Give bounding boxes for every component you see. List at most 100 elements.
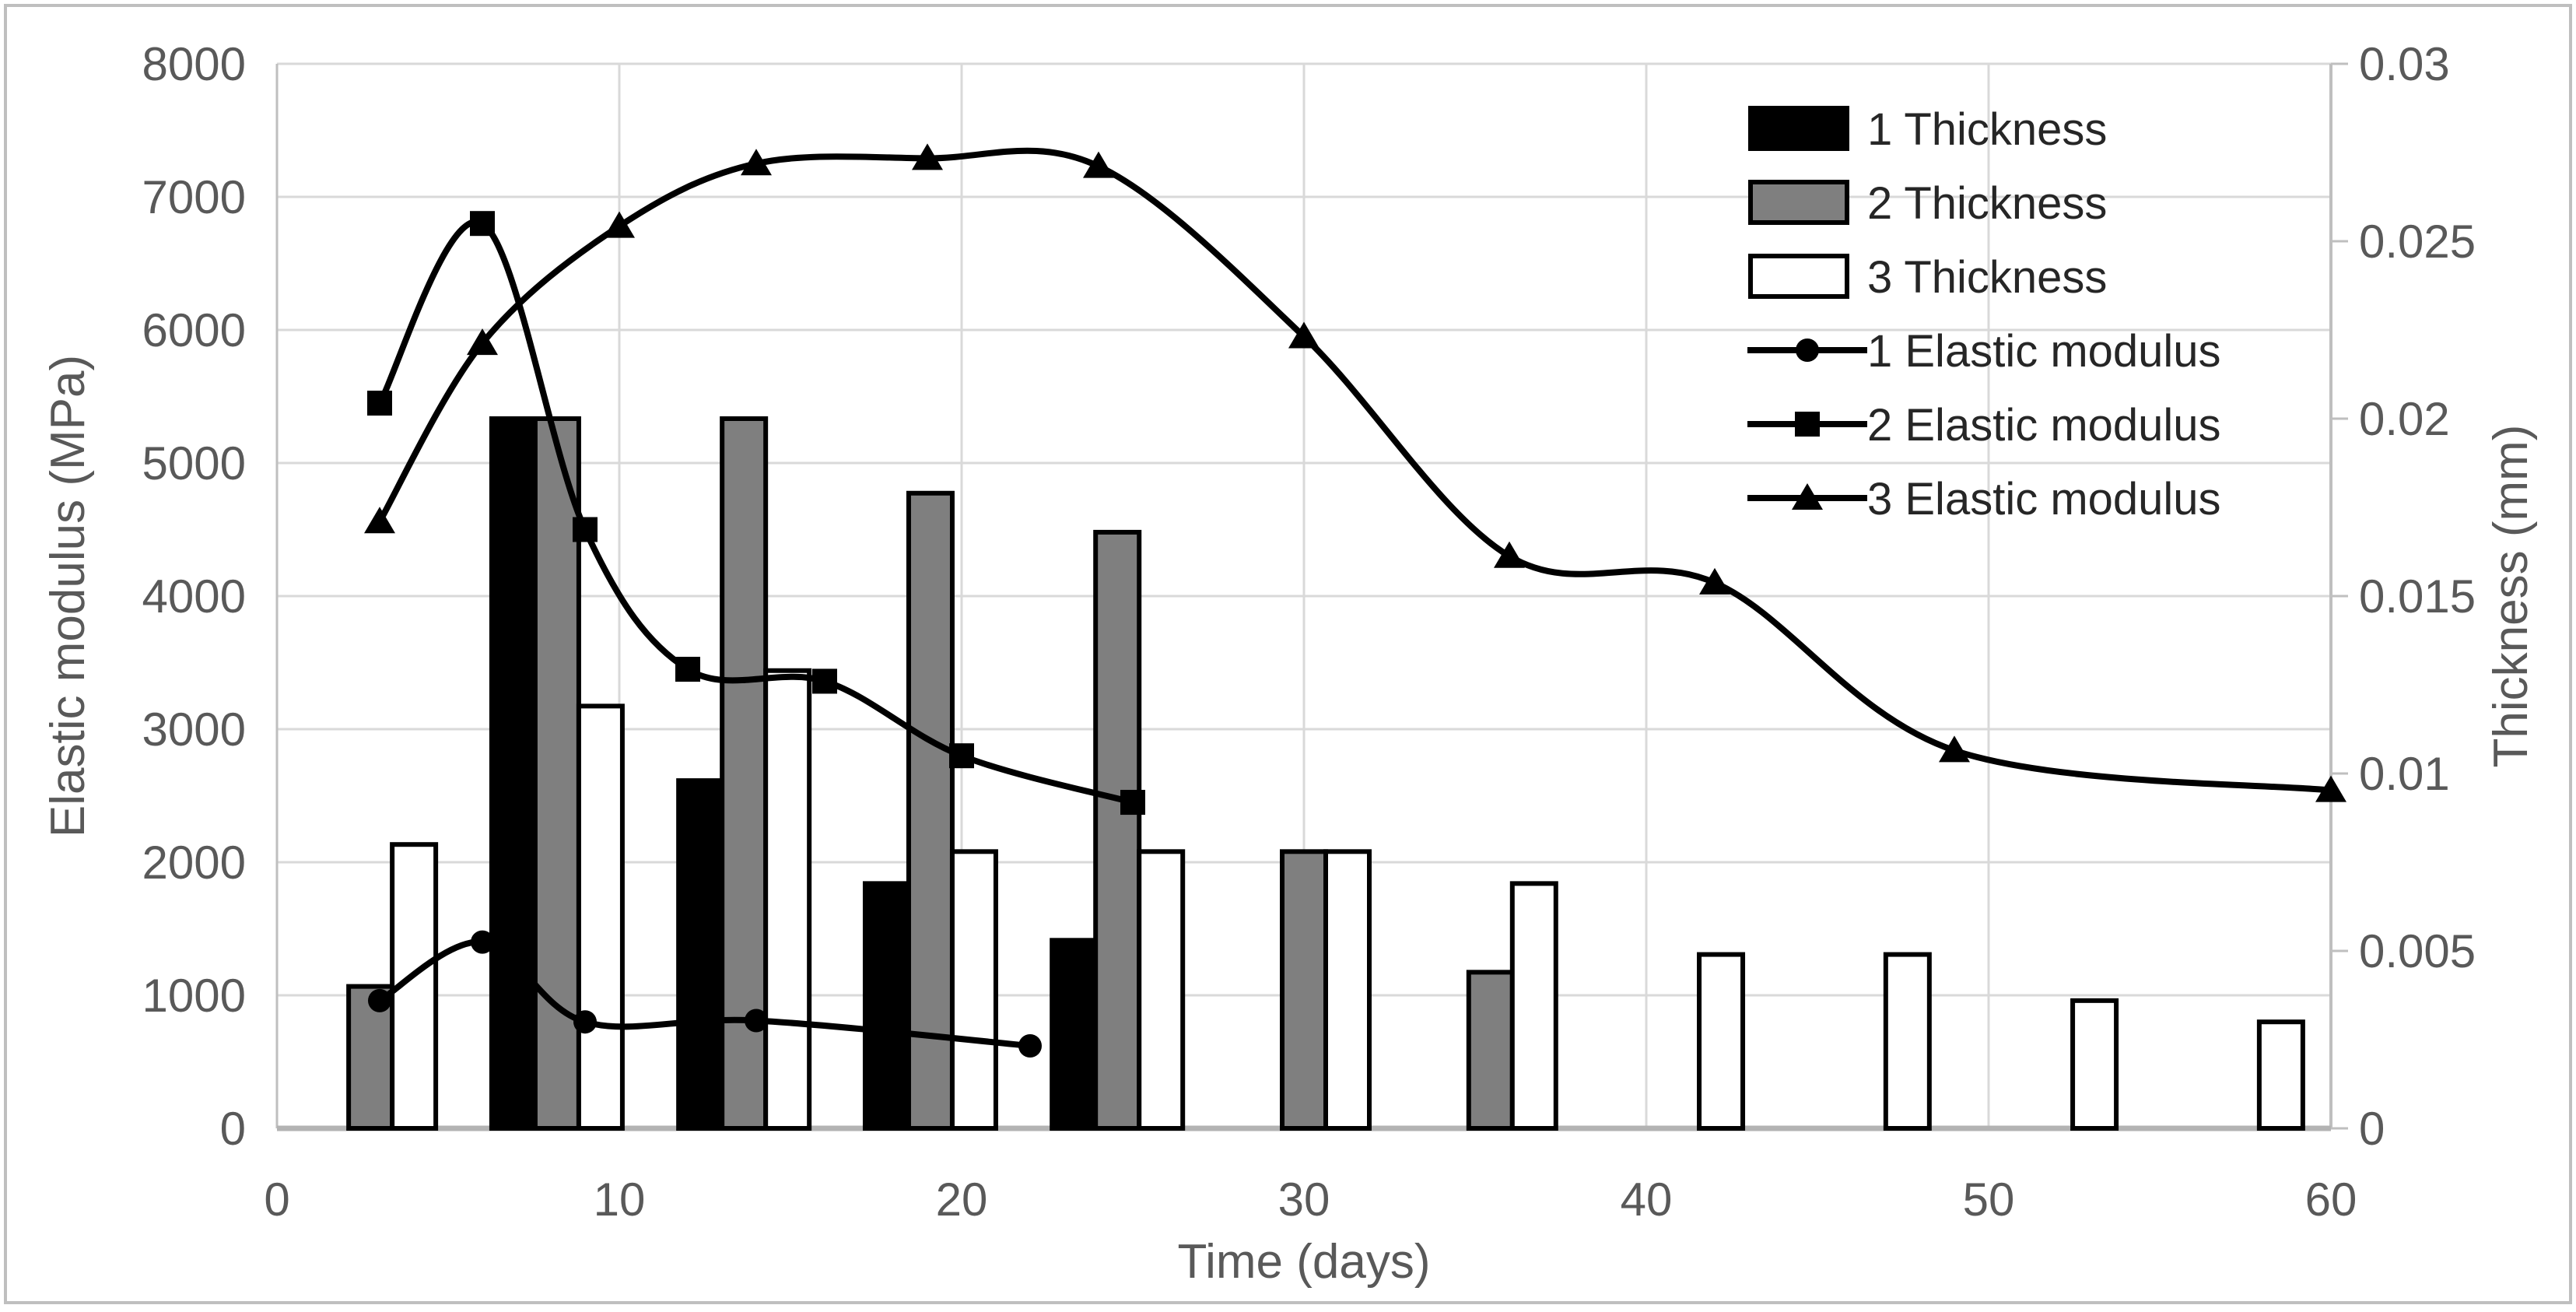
triangle-marker [1288, 321, 1320, 349]
square-marker [573, 517, 598, 542]
triangle-marker [1083, 151, 1114, 178]
circle-marker [745, 1009, 768, 1033]
y-left-axis-title: Elastic modulus (MPa) [41, 355, 95, 837]
bar [1697, 952, 1746, 1131]
circle-marker [368, 988, 391, 1012]
triangle-marker [1699, 567, 1730, 595]
x-tick-label: 0 [264, 1173, 289, 1226]
series-line [377, 147, 2332, 794]
bar [1050, 938, 1099, 1131]
x-tick-label: 20 [936, 1173, 988, 1226]
axis-titles: Elastic modulus (MPa) Thickness (mm) Time … [41, 355, 2538, 1289]
x-tick-label: 10 [594, 1173, 646, 1226]
legend-label: 2 Thickness [1867, 178, 2107, 229]
tick-labels: 0 1000 2000 3000 4000 5000 6000 7000 8000 0 0.005 0… [142, 38, 2476, 1226]
legend-item-2-elastic-modulus: 2 Elastic modulus [1747, 400, 2221, 451]
y-right-tick-label: 0.005 [2359, 925, 2476, 977]
legend-label: 3 Elastic modulus [1867, 474, 2221, 524]
triangle-marker [1494, 541, 1525, 568]
bar [949, 849, 998, 1131]
y-left-tick-label: 1000 [142, 970, 246, 1022]
legend-label: 3 Thickness [1867, 252, 2107, 303]
triangle-marker [467, 328, 498, 356]
y-right-tick-label: 0.025 [2359, 216, 2476, 268]
triangle-marker [364, 507, 395, 534]
bar [676, 778, 725, 1131]
y-right-tick-label: 0.015 [2359, 570, 2476, 623]
circle-marker [573, 1010, 597, 1034]
square-marker [367, 391, 392, 416]
x-tick-label: 40 [1621, 1173, 1673, 1226]
bar [763, 668, 812, 1131]
bar [906, 490, 955, 1131]
square-marker [1120, 790, 1145, 816]
y-left-tick-label: 6000 [142, 304, 246, 356]
line-series-1-elastic-modulus [368, 930, 1042, 1058]
triangle-marker [741, 149, 772, 176]
y-left-tick-label: 7000 [142, 171, 246, 223]
bar-series-3-thickness [390, 668, 2305, 1131]
triangle-marker [1939, 735, 1970, 763]
legend-item-1-elastic-modulus: 1 Elastic modulus [1747, 326, 2221, 377]
y-left-tick-label: 3000 [142, 703, 246, 756]
legend: 1 Thickness 2 Thickness 3 Thickness 1 Elast… [1747, 104, 2221, 524]
y-left-tick-label: 2000 [142, 837, 246, 889]
legend-bar-swatch [1748, 106, 1849, 151]
bar [1509, 881, 1558, 1131]
legend-label: 2 Elastic modulus [1867, 400, 2221, 451]
legend-item-3-elastic-modulus: 3 Elastic modulus [1747, 474, 2221, 524]
legend-item-3-thickness: 3 Thickness [1748, 252, 2107, 303]
x-tick-label: 30 [1278, 1173, 1330, 1226]
square-marker [1795, 412, 1820, 437]
line-series-2-elastic-modulus [367, 211, 1145, 816]
square-marker [812, 668, 837, 694]
legend-item-2-thickness: 2 Thickness [1748, 178, 2107, 229]
y-left-tick-label: 8000 [142, 38, 246, 90]
y-right-tick-label: 0.03 [2359, 38, 2450, 90]
triangle-marker [1792, 483, 1823, 510]
y-right-axis-title: Thickness (mm) [2484, 425, 2538, 768]
bar [2070, 998, 2119, 1131]
square-marker [949, 743, 974, 769]
bar [1137, 849, 1186, 1131]
bar [2256, 1019, 2305, 1131]
triangle-marker [912, 143, 943, 170]
bar [1280, 849, 1328, 1131]
triangle-marker [604, 211, 635, 238]
square-marker [470, 211, 495, 237]
x-tick-label: 60 [2305, 1173, 2357, 1226]
x-axis-title: Time (days) [1178, 1235, 1431, 1289]
circle-marker [1018, 1033, 1042, 1058]
bar [532, 416, 581, 1131]
y-left-tick-label: 5000 [142, 437, 246, 489]
triangle-marker [2315, 775, 2346, 802]
square-marker [675, 657, 700, 682]
legend-label: 1 Thickness [1867, 104, 2107, 155]
bar [1323, 849, 1372, 1131]
bar [862, 881, 911, 1131]
legend-bar-swatch [1748, 180, 1849, 225]
y-right-tick-label: 0.02 [2359, 393, 2450, 445]
series-line [377, 938, 1031, 1049]
circle-marker [1796, 339, 1819, 362]
y-left-tick-label: 0 [220, 1103, 246, 1155]
bar [489, 416, 538, 1131]
circle-marker [471, 930, 494, 954]
bar [576, 703, 625, 1131]
bar [1093, 529, 1142, 1131]
x-tick-label: 50 [1963, 1173, 2015, 1226]
legend-bar-swatch [1748, 254, 1849, 299]
bar [1883, 952, 1932, 1131]
chart-border [4, 4, 2572, 1304]
bar [1466, 970, 1515, 1131]
legend-label: 1 Elastic modulus [1867, 326, 2221, 377]
y-right-tick-label: 0 [2359, 1103, 2385, 1155]
line-series-3-elastic-modulus [364, 143, 2346, 802]
y-right-tick-label: 0.01 [2359, 748, 2450, 800]
bar-series-1-thickness [489, 416, 1099, 1131]
legend-item-1-thickness: 1 Thickness [1748, 104, 2107, 155]
